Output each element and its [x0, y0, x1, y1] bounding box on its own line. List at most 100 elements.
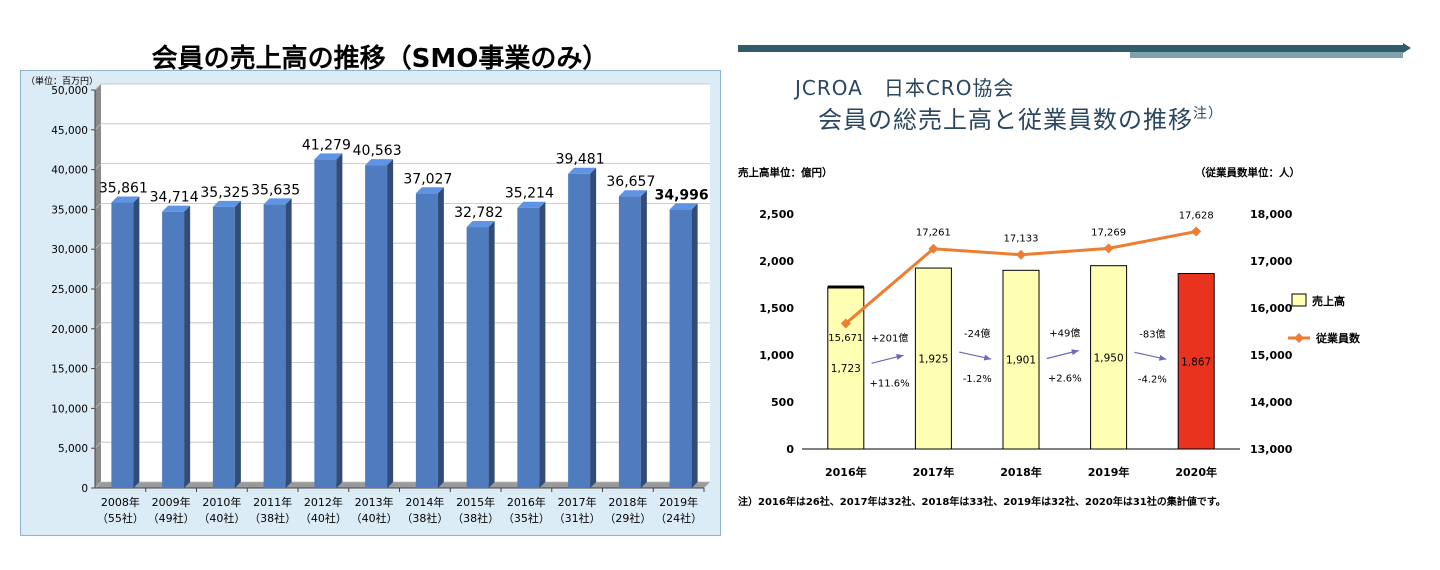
- gridline: [94, 322, 710, 330]
- right-unit-label: （従業員数単位：人）: [1195, 166, 1300, 179]
- bar-side: [387, 159, 394, 488]
- bar-value-label: 40,563: [353, 143, 402, 159]
- left-y-tick-label: 2,500: [759, 208, 794, 221]
- employees-marker: [1016, 249, 1026, 260]
- sales-bar: [1177, 273, 1215, 450]
- x-tick-sublabel: （38社）: [452, 511, 499, 525]
- x-tick-sublabel: （49社）: [148, 511, 195, 525]
- y-tick-label: 10,000: [51, 403, 88, 415]
- x-tick-sublabel: （29社）: [604, 511, 651, 525]
- left-unit-label: 売上高単位：億円）: [738, 166, 833, 179]
- bar: [618, 196, 641, 489]
- x-tick-label: 2013年: [355, 495, 394, 509]
- change-amount-label: -24億: [964, 327, 990, 340]
- bar-top: [111, 196, 140, 203]
- sales-bar-label: 1,867: [1181, 356, 1211, 368]
- x-tick-label: 2019年: [1088, 465, 1130, 479]
- gridline: [94, 362, 710, 369]
- x-tick-sublabel: （24社）: [655, 511, 702, 525]
- employees-marker: [840, 318, 851, 329]
- x-tick-label: 2019年: [659, 495, 698, 509]
- bar-top: [517, 201, 546, 208]
- header-bar-accent: [1130, 52, 1403, 58]
- y-tick-label: 15,000: [51, 364, 88, 376]
- sales-bar-chart: （単位：百万円） 0 5,000 10,000 15,000 20,000 25,000 30…: [20, 70, 730, 544]
- bar-top: [669, 203, 698, 210]
- change-pct-label: +11.6%: [870, 378, 910, 389]
- right-y-tick-label: 18,000: [1250, 208, 1293, 221]
- bar: [162, 211, 185, 488]
- x-tick-label: 2017年: [913, 465, 955, 479]
- bar: [365, 165, 388, 488]
- bar-top: [212, 200, 241, 207]
- change-amount-label: +201億: [871, 331, 908, 344]
- bar-top: [568, 167, 597, 174]
- x-tick-sublabel: （31社）: [554, 511, 601, 525]
- legend-employees-label: 従業員数: [1315, 331, 1361, 345]
- x-tick-label: 2015年: [456, 495, 495, 509]
- bar: [111, 202, 134, 488]
- change-amount-label: +49億: [1049, 327, 1080, 340]
- sales-bar-label: 1,925: [918, 354, 948, 366]
- unit-label: （単位：百万円）: [26, 75, 98, 87]
- y-tick-label: 35,000: [51, 204, 88, 216]
- employees-label: 17,628: [1179, 210, 1214, 221]
- gridline: [94, 163, 710, 170]
- bar-value-label: 34,714: [150, 190, 199, 206]
- sales-bar: [1090, 265, 1128, 450]
- change-arrowhead-icon: [983, 354, 992, 361]
- legend-sales-label: 売上高: [1312, 294, 1345, 308]
- right-y-tick-label: 16,000: [1250, 302, 1293, 315]
- bar-top: [618, 190, 647, 197]
- x-tick-label: 2012年: [304, 495, 343, 509]
- bar-side: [640, 190, 647, 489]
- header-arrow-icon: [1403, 43, 1411, 53]
- x-tick-label: 2008年: [101, 495, 140, 509]
- bar-side: [184, 205, 191, 488]
- left-chart-title: 会員の売上高の推移（SMO事業のみ）: [151, 44, 609, 74]
- change-pct-label: +2.6%: [1048, 374, 1082, 385]
- left-y-tick-label: 500: [771, 396, 794, 409]
- gridline: [94, 282, 710, 290]
- bar-side: [437, 187, 444, 488]
- sales-employees-chart: 売上高単位：億円） （従業員数単位：人） 0 500 1,000 1,500 2,000 2,…: [730, 40, 1430, 524]
- gridline: [94, 401, 710, 409]
- y-tick-label: 5,000: [58, 443, 88, 455]
- legend-sales-swatch: [1291, 293, 1307, 307]
- employees-marker: [1191, 226, 1202, 237]
- bar-value-label: 35,214: [505, 186, 554, 202]
- employees-label: 17,269: [1091, 227, 1126, 238]
- bar-top: [314, 153, 343, 160]
- change-arrowhead-icon: [1158, 354, 1167, 361]
- x-tick-label: 2017年: [558, 495, 597, 509]
- bar-value-label: 32,782: [454, 205, 503, 221]
- bar: [314, 159, 337, 488]
- bar-side: [488, 221, 495, 488]
- sales-bar-label: 1,901: [1006, 355, 1036, 367]
- x-tick-label: 2011年: [253, 495, 292, 509]
- bar: [212, 206, 235, 489]
- employees-marker: [1103, 243, 1114, 254]
- bar-top: [263, 198, 292, 205]
- y-tick-label: 30,000: [51, 244, 88, 256]
- bar: [415, 193, 438, 488]
- bar-value-label: 35,325: [200, 185, 249, 201]
- x-tick-label: 2016年: [825, 465, 867, 479]
- gridline: [94, 481, 710, 489]
- x-tick-label: 2020年: [1175, 465, 1217, 479]
- sales-bar: [1002, 269, 1040, 450]
- legend-employees-marker: [1294, 333, 1304, 343]
- bar-value-label: 35,861: [99, 181, 148, 197]
- bar-top: [466, 221, 495, 228]
- x-tick-label: 2018年: [1000, 465, 1042, 479]
- x-tick-sublabel: （55社）: [97, 511, 144, 525]
- bar: [669, 209, 692, 489]
- bar: [466, 227, 489, 488]
- sales-bar-label: 1,950: [1094, 352, 1124, 364]
- bar-value-label: 37,027: [403, 171, 452, 187]
- x-tick-sublabel: （40社）: [198, 511, 245, 525]
- right-y-tick-label: 15,000: [1250, 349, 1293, 362]
- bar-value-label: 35,635: [251, 182, 300, 198]
- sales-bar: [914, 267, 952, 450]
- x-tick-sublabel: （38社）: [249, 511, 296, 525]
